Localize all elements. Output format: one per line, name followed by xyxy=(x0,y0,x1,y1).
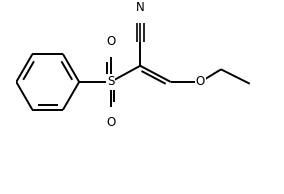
Text: S: S xyxy=(107,75,114,88)
Text: O: O xyxy=(106,35,115,48)
Text: O: O xyxy=(196,75,205,88)
Text: N: N xyxy=(136,1,145,14)
Text: O: O xyxy=(106,116,115,129)
